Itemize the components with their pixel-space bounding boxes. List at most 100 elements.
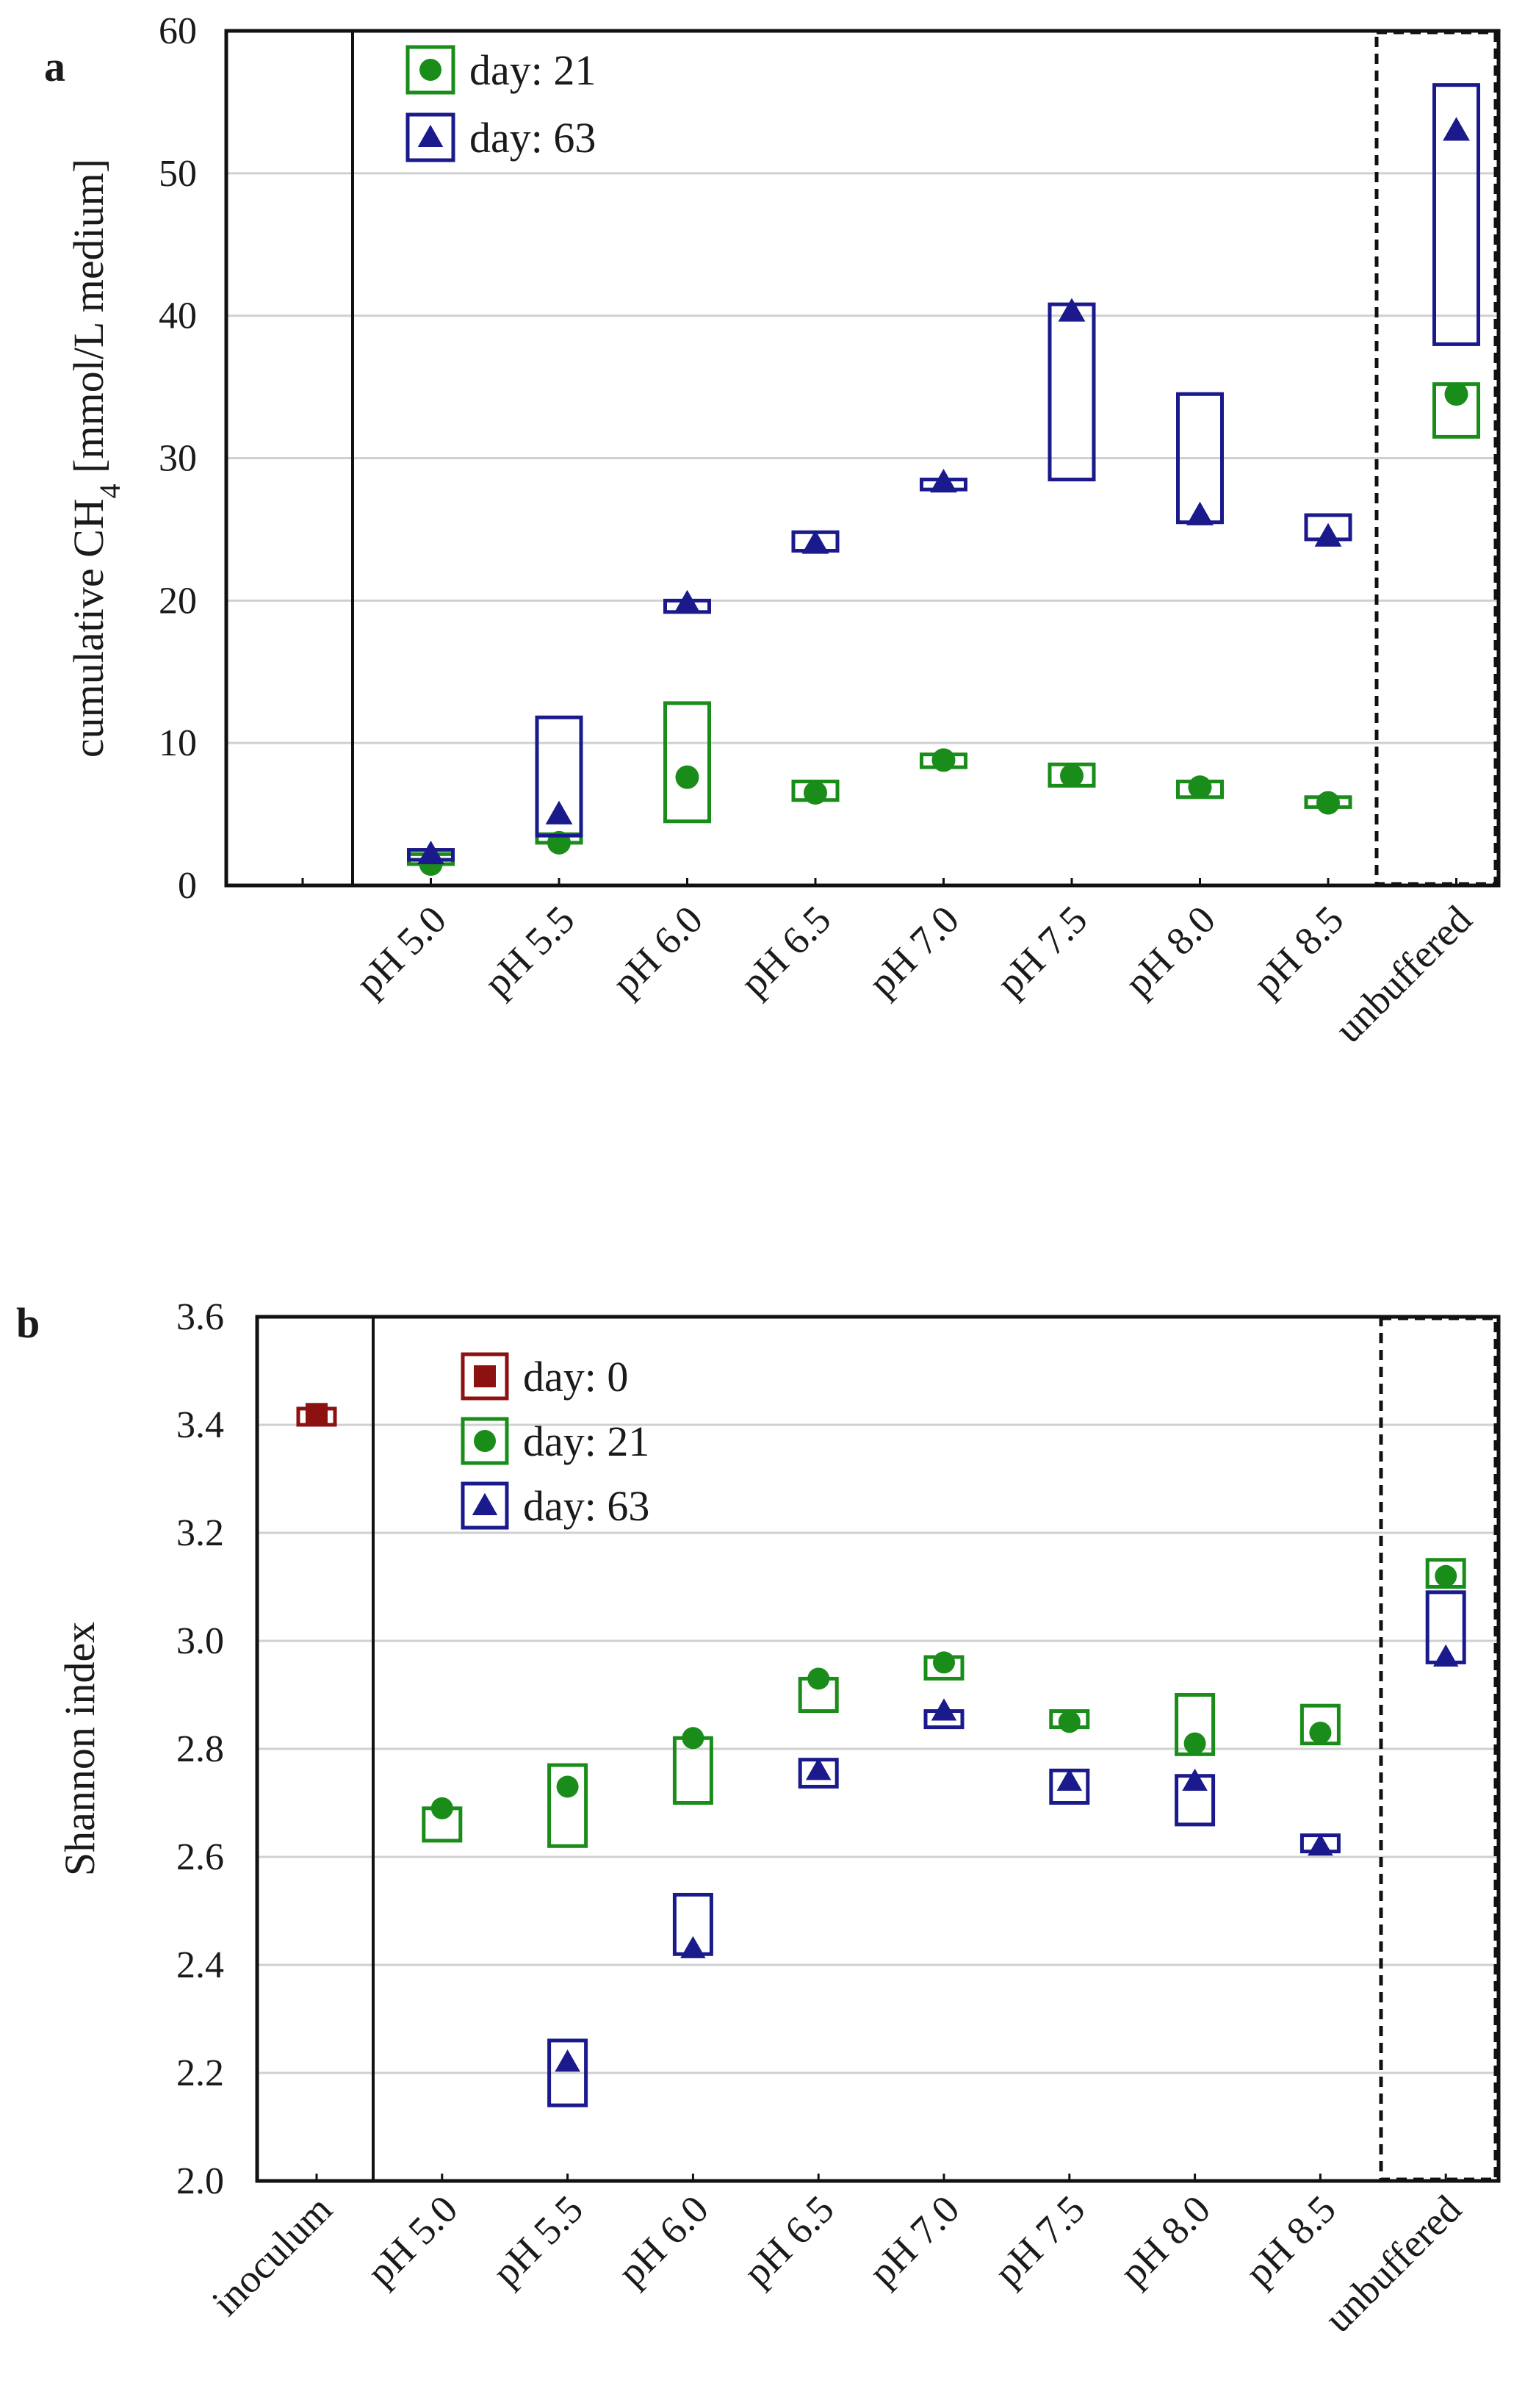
data-point xyxy=(1435,1564,1457,1587)
x-tick-label: pH 5.0 xyxy=(358,2187,466,2294)
legend-swatch xyxy=(461,1417,509,1465)
legend-marker xyxy=(419,59,441,81)
x-tick-label: unbuffered xyxy=(1316,2187,1469,2340)
data-point xyxy=(682,1727,704,1750)
data-point xyxy=(933,1651,955,1674)
y-axis-label-subscript: 4 xyxy=(93,484,126,498)
y-tick-label: 30 xyxy=(159,438,197,480)
data-point xyxy=(430,1797,453,1819)
data-point xyxy=(680,1936,706,1958)
x-tick-label: pH 8.0 xyxy=(1111,2187,1219,2294)
unbuffered-box xyxy=(1379,1316,1498,2182)
legend-swatch xyxy=(405,45,455,95)
legend-label: day: 21 xyxy=(469,46,596,94)
data-point xyxy=(804,781,827,805)
data-point xyxy=(556,1775,579,1798)
y-tick-label: 3.4 xyxy=(176,1404,224,1446)
data-point xyxy=(930,469,957,493)
y-tick-label: 40 xyxy=(159,295,197,337)
data-point xyxy=(1058,1711,1081,1733)
legend-marker xyxy=(417,124,444,147)
legend-label: day: 21 xyxy=(523,1417,649,1465)
x-tick-label: unbuffered xyxy=(1327,897,1480,1051)
y-axis-label-main: cumulative CH xyxy=(65,498,112,758)
data-point xyxy=(1309,1721,1332,1744)
range-box xyxy=(1432,83,1480,346)
data-point xyxy=(1432,1644,1459,1667)
x-tick-label: inoculum xyxy=(203,2187,341,2324)
legend-marker xyxy=(474,1430,496,1452)
range-box xyxy=(547,1763,588,1848)
data-point xyxy=(1182,1768,1208,1791)
range-box xyxy=(547,2038,588,2107)
range-box xyxy=(663,701,711,824)
data-point xyxy=(931,748,956,772)
y-axis-label-tail: [mmol/L medium] xyxy=(65,159,112,484)
legend-marker xyxy=(474,1365,496,1387)
x-tick-label: pH 6.5 xyxy=(732,897,839,1004)
data-point xyxy=(807,1667,830,1690)
data-point xyxy=(545,800,573,824)
data-point xyxy=(1314,522,1342,547)
plot-frame xyxy=(224,29,1501,888)
range-box xyxy=(535,715,583,838)
x-tick-label: pH 6.0 xyxy=(604,897,711,1004)
data-point xyxy=(1183,1732,1206,1755)
data-point xyxy=(805,1758,832,1780)
series-triangle xyxy=(547,1590,1466,2107)
y-tick-label: 3.2 xyxy=(176,1512,224,1554)
data-point xyxy=(1308,1833,1333,1856)
y-tick-label: 60 xyxy=(159,10,197,52)
series-triangle xyxy=(407,83,1480,865)
panel-label: b xyxy=(16,1299,40,1347)
legend-label: day: 0 xyxy=(523,1353,628,1401)
y-tick-label: 2.8 xyxy=(176,1728,224,1770)
data-point xyxy=(675,765,699,789)
data-point xyxy=(306,1403,328,1426)
x-tick-label: pH 8.0 xyxy=(1117,897,1224,1004)
data-point xyxy=(1058,298,1086,322)
x-tick-label: pH 5.0 xyxy=(347,897,455,1004)
data-point xyxy=(801,530,829,554)
x-tick-label: pH 7.5 xyxy=(988,897,1095,1004)
data-point xyxy=(1443,117,1470,141)
y-tick-label: 2.6 xyxy=(176,1836,224,1878)
data-point xyxy=(931,1698,957,1721)
panel-label: a xyxy=(44,43,65,90)
data-point xyxy=(674,589,701,614)
y-tick-label: 0 xyxy=(178,865,197,907)
y-axis-label-text: Shannon index xyxy=(56,1622,104,1876)
data-point xyxy=(1316,791,1340,815)
legend-marker xyxy=(472,1492,498,1515)
legend-label: day: 63 xyxy=(469,114,596,162)
data-point xyxy=(555,2049,580,2072)
legend-swatch xyxy=(461,1352,509,1401)
y-axis-label: Shannon index xyxy=(56,1622,104,1876)
data-point xyxy=(417,840,444,865)
y-tick-label: 2.0 xyxy=(176,2160,224,2202)
x-tick-label: pH 5.5 xyxy=(475,897,583,1004)
x-tick-label: pH 6.0 xyxy=(610,2187,717,2294)
legend-swatch xyxy=(405,112,455,162)
x-tick-label: pH 6.5 xyxy=(735,2187,842,2294)
data-point xyxy=(1060,763,1084,788)
series-square xyxy=(296,1403,337,1427)
x-tick-label: pH 8.5 xyxy=(1244,897,1352,1004)
y-tick-label: 50 xyxy=(159,153,197,195)
y-tick-label: 20 xyxy=(159,580,197,622)
series-circle xyxy=(407,382,1480,876)
x-tick-label: pH 8.5 xyxy=(1237,2187,1344,2294)
data-point xyxy=(1186,501,1214,525)
series-circle xyxy=(422,1558,1466,1848)
y-tick-label: 2.2 xyxy=(176,2052,224,2094)
y-tick-label: 10 xyxy=(159,722,197,764)
plot-frame xyxy=(255,1315,1501,2183)
x-tick-label: pH 7.0 xyxy=(860,897,967,1004)
y-tick-label: 3.0 xyxy=(176,1620,224,1662)
y-tick-label: 2.4 xyxy=(176,1944,224,1986)
y-axis-label: cumulative CH4 [mmol/L medium] xyxy=(65,159,126,758)
data-point xyxy=(1056,1768,1083,1791)
